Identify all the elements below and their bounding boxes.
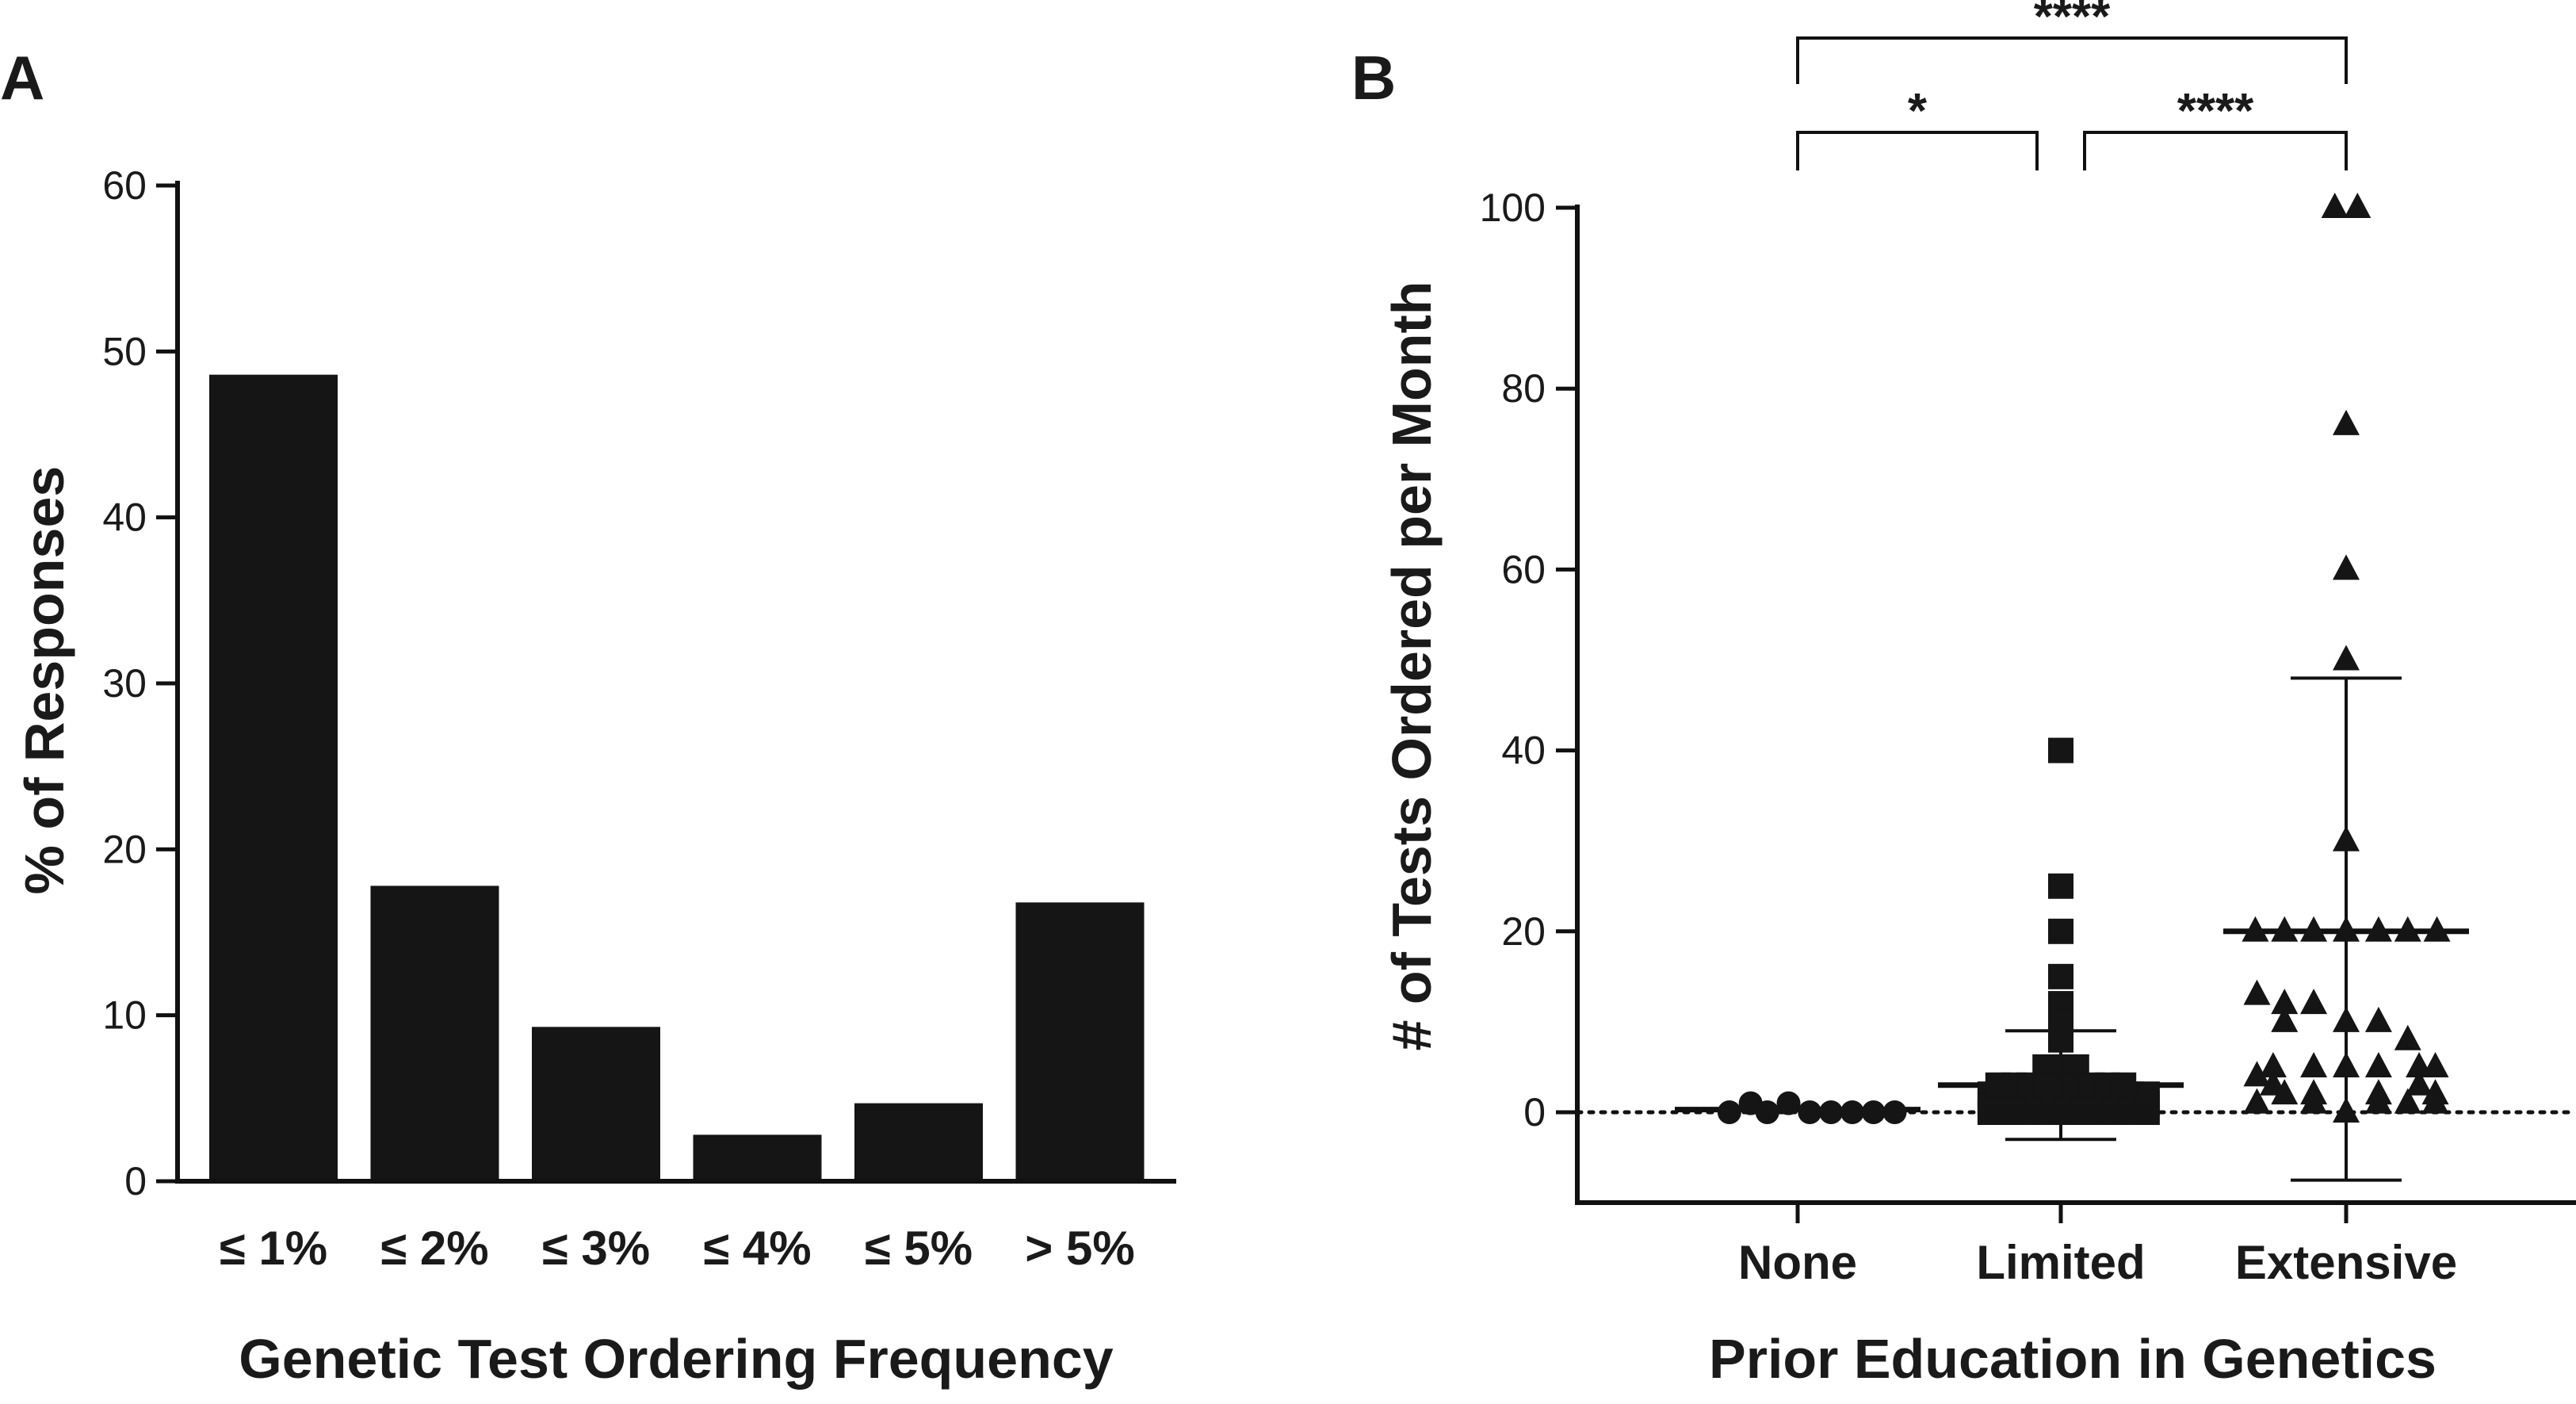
y-tick-label: 10: [102, 993, 147, 1038]
data-point-extensive: [2243, 1061, 2271, 1087]
panel-b-label: B: [1351, 43, 1396, 113]
y-tick-label: 0: [1523, 1090, 1546, 1134]
data-point-extensive: [2394, 1088, 2421, 1114]
data-point-extensive: [2243, 979, 2271, 1005]
data-point-extensive: [2300, 989, 2328, 1015]
x-tick-label-none: None: [1738, 1236, 1857, 1289]
data-point-none: [1882, 1100, 1907, 1124]
data-point-extensive: [2333, 409, 2360, 435]
x-tick-label-limited: Limited: [1976, 1236, 2145, 1289]
data-point-extensive: [2364, 1051, 2392, 1077]
data-point-limited: [2111, 1072, 2137, 1098]
bar-le-2pct: [370, 886, 499, 1181]
panel-b-x-axis-title: Prior Education in Genetics: [1709, 1328, 2436, 1390]
data-point-limited: [2048, 918, 2073, 944]
y-tick-label: 50: [102, 329, 147, 373]
data-point-extensive: [2271, 916, 2299, 942]
significance-label-limited-extensive: ****: [2177, 84, 2254, 139]
data-point-extensive: [2333, 1006, 2360, 1032]
bar-le-1pct: [209, 374, 338, 1181]
x-tick-label-extensive: Extensive: [2235, 1236, 2457, 1289]
significance-bracket-limited-extensive: [2083, 131, 2348, 170]
y-tick-label: 0: [124, 1159, 147, 1203]
y-tick-label: 80: [1501, 366, 1546, 411]
data-point-extensive: [2259, 1051, 2287, 1077]
data-point-none: [1798, 1100, 1822, 1124]
data-point-extensive: [2271, 1006, 2299, 1032]
y-tick-label: 100: [1480, 186, 1546, 230]
data-point-extensive: [2300, 916, 2328, 942]
significance-label-none-extensive: ****: [2034, 0, 2111, 44]
data-point-limited: [2048, 1027, 2073, 1053]
data-point-extensive: [2271, 1079, 2299, 1105]
data-point-none: [1755, 1100, 1779, 1124]
significance-bracket-none-limited: [1796, 131, 2039, 170]
panel-a-x-axis-title: Genetic Test Ordering Frequency: [239, 1328, 1113, 1390]
panel-a-bar-chart: A 0 10 20 30 40 50 60 ≤ 1% ≤ 2% ≤ 3% ≤ 4% ≤ 5% > 5%…: [0, 43, 1176, 1390]
data-point-none: [1840, 1100, 1864, 1124]
data-point-extensive: [2423, 916, 2451, 942]
y-tick-label: 40: [1501, 729, 1546, 773]
data-point-none: [1819, 1100, 1844, 1124]
y-tick-label: 20: [102, 827, 147, 871]
x-tick-label-le-4pct: ≤ 4%: [703, 1222, 811, 1275]
panel-b-y-axis-title: # of Tests Ordered per Month: [1381, 281, 1443, 1050]
y-tick-label: 40: [102, 495, 147, 540]
x-tick-label-gt-5pct: > 5%: [1025, 1222, 1134, 1275]
data-point-extensive: [2300, 1051, 2328, 1077]
data-point-extensive: [2243, 1088, 2271, 1114]
data-point-extensive: [2364, 916, 2392, 942]
y-tick-label: 20: [1501, 909, 1546, 954]
data-point-extensive: [2406, 1069, 2433, 1096]
data-point-extensive: [2333, 916, 2360, 942]
x-tick-label-le-1pct: ≤ 1%: [220, 1222, 327, 1275]
data-point-extensive: [2271, 989, 2299, 1015]
data-point-extensive: [2242, 916, 2269, 942]
data-point-limited: [2048, 873, 2073, 899]
panel-a-y-axis-title: % of Responses: [13, 466, 75, 895]
data-point-extensive: [2333, 1051, 2360, 1077]
data-point-extensive: [2333, 645, 2360, 671]
data-point-none: [1861, 1100, 1886, 1124]
y-tick-label: 60: [1501, 547, 1546, 591]
bar-gt-5pct: [1015, 902, 1145, 1181]
x-tick-label-le-2pct: ≤ 2%: [380, 1222, 488, 1275]
data-point-extensive: [2364, 1006, 2392, 1032]
x-tick-label-le-5pct: ≤ 5%: [865, 1222, 973, 1275]
y-tick-label: 30: [102, 661, 147, 706]
data-point-limited: [2134, 1081, 2160, 1108]
panel-a-label: A: [0, 43, 44, 113]
bar-le-3pct: [532, 1027, 660, 1181]
data-point-extensive: [2394, 916, 2421, 942]
significance-label-none-limited: *: [1908, 84, 1928, 139]
data-point-extensive: [2300, 1088, 2328, 1114]
data-point-extensive: [2333, 1097, 2360, 1123]
data-point-extensive: [2344, 193, 2372, 218]
data-point-extensive: [2333, 554, 2360, 580]
data-point-limited: [2048, 963, 2073, 989]
data-point-none: [1717, 1100, 1741, 1124]
data-point-extensive: [2321, 193, 2349, 218]
data-point-extensive: [2421, 1088, 2449, 1114]
x-tick-label-le-3pct: ≤ 3%: [542, 1222, 650, 1275]
data-point-extensive: [2333, 825, 2360, 851]
data-point-extensive: [2394, 1024, 2421, 1050]
data-point-none: [1776, 1091, 1801, 1115]
data-point-extensive: [2421, 1051, 2449, 1077]
data-point-limited: [2048, 737, 2073, 763]
y-tick-label: 60: [102, 163, 147, 208]
data-point-extensive: [2364, 1088, 2392, 1114]
bar-le-5pct: [854, 1103, 983, 1181]
bar-le-4pct: [693, 1134, 822, 1181]
significance-bracket-none-extensive: [1796, 36, 2348, 84]
